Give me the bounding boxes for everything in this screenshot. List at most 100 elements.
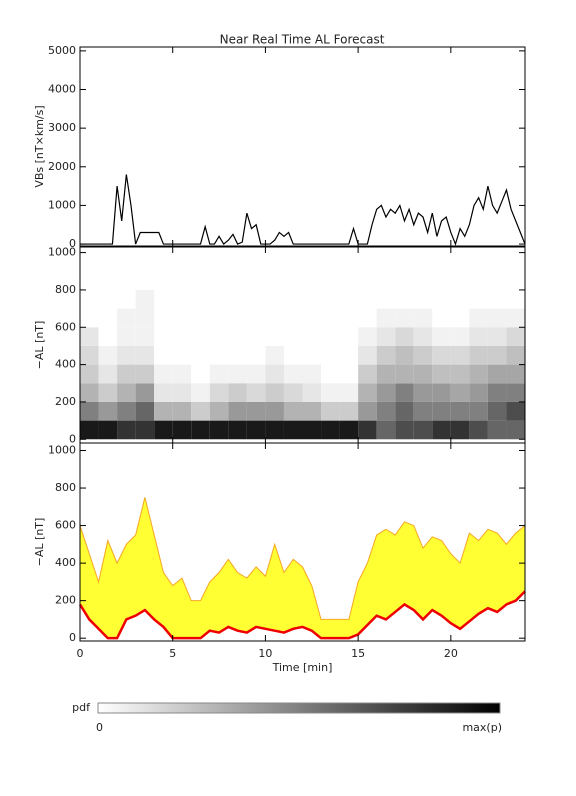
heat-cell [98,401,118,421]
heat-cell [117,308,136,328]
heat-cell [339,289,359,309]
heat-cell [395,383,414,402]
heat-cell [283,327,303,346]
heat-cell [506,345,525,365]
heat-cell [302,345,322,365]
heat-cell [469,289,488,309]
heat-cell [413,383,433,402]
heat-cell [80,345,99,365]
heat-cell [432,383,451,402]
heat-cell [154,289,173,309]
heat-cell [321,345,340,365]
heat-cell [469,420,488,440]
heat-cell [246,364,266,384]
data-line [80,174,526,246]
heat-cell [228,383,247,402]
heat-cell [265,345,284,365]
plot-frame [79,46,526,247]
heat-cell [432,401,451,421]
heat-cell [376,420,396,440]
heat-cell [154,327,173,346]
heat-cell [450,420,470,440]
x-tick-label: 10 [258,647,272,660]
heat-cell [450,364,470,384]
colorbar-min: 0 [96,721,103,734]
heat-cell [302,383,322,402]
chart-title: Near Real Time AL Forecast [220,33,385,47]
heat-cell [265,420,284,440]
heat-cell [135,420,155,440]
heat-cell [395,364,414,384]
heat-cell [135,308,155,328]
heat-cell [432,420,451,440]
heat-cell [265,308,284,328]
heat-cell [358,289,377,309]
heat-cell [506,401,525,421]
heat-cell [339,345,359,365]
heat-cell [209,383,229,402]
heat-cell [172,308,192,328]
heat-cell [432,327,451,346]
heat-cell [172,289,192,309]
heat-cell [487,327,507,346]
heat-cell [209,420,229,440]
heat-cell [228,289,247,309]
heat-cell [413,289,433,309]
heat-cell [487,345,507,365]
y-tick-label: 200 [55,395,76,408]
heat-cell [209,327,229,346]
heat-cell [283,383,303,402]
y-tick-label: 0 [69,631,76,644]
heat-cell [413,308,433,328]
heat-cell [358,383,377,402]
heat-cell [469,327,488,346]
heat-cell [172,401,192,421]
y-tick-label: 1000 [48,444,76,457]
heat-cell [172,383,192,402]
heat-cell [228,401,247,421]
y-tick-label: 400 [55,556,76,569]
heat-cell [135,364,155,384]
heat-cell [376,401,396,421]
heat-cell [191,308,210,328]
heat-cell [80,289,99,309]
heat-cell [469,401,488,421]
heat-cell [209,401,229,421]
heat-cell [209,364,229,384]
heat-cell [506,327,525,346]
heat-cell [246,308,266,328]
heat-cell [80,327,99,346]
y-tick-label: 200 [55,594,76,607]
heat-cell [413,420,433,440]
y-tick-label: 5000 [48,44,76,57]
heat-cell [154,383,173,402]
heat-cell [487,420,507,440]
heat-cell [395,327,414,346]
heat-cell [395,401,414,421]
y-axis-label: VBs [nT×km/s] [33,105,46,187]
heat-cell [487,364,507,384]
heat-cell [358,420,377,440]
heat-cell [98,327,118,346]
heat-cell [376,364,396,384]
x-tick-label: 0 [77,647,84,660]
heat-cell [246,289,266,309]
heat-cell [487,308,507,328]
heat-cell [395,345,414,365]
heat-cell [246,420,266,440]
heat-cell [506,308,525,328]
heat-cell [358,327,377,346]
heat-cell [376,383,396,402]
heat-cell [265,289,284,309]
colorbar-max: max(p) [462,721,502,734]
x-axis-label: Time [min] [272,661,333,674]
heat-cell [246,327,266,346]
heat-cell [135,383,155,402]
heat-cell [321,420,340,440]
heat-cell [80,308,99,328]
heat-cell [80,383,99,402]
heat-cell [191,327,210,346]
heat-cell [265,383,284,402]
heat-cell [154,401,173,421]
heat-cell [358,345,377,365]
